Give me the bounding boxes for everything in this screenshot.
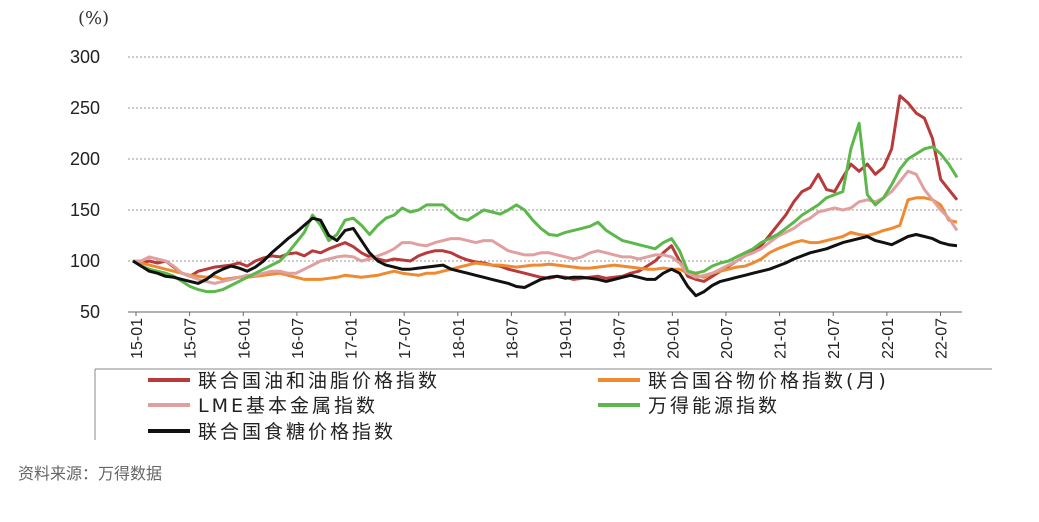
y-tick-label: 300: [70, 47, 100, 67]
line-chart: 50 100 150 200 250 300 15-01 15-07 16-01 16-07 17-…: [70, 47, 992, 443]
legend-label: 万得能源指数: [648, 395, 780, 417]
legend-label: 联合国油和油脂价格指数: [198, 370, 440, 392]
x-tick-label: 15-01: [129, 318, 146, 359]
x-tick-label: 22-07: [934, 318, 951, 359]
source-note: 资料来源：万得数据: [18, 464, 163, 483]
legend-label: 联合国谷物价格指数(月): [648, 370, 889, 392]
x-tick-label: 20-07: [719, 318, 736, 359]
series-line: [133, 169, 959, 285]
y-tick-label: 150: [70, 200, 100, 220]
y-axis-unit-label: (%): [78, 8, 110, 29]
x-tick-label: 16-07: [290, 318, 307, 359]
series-line: [132, 121, 959, 294]
x-tick-label: 18-01: [451, 318, 468, 359]
x-tick-label: 22-01: [880, 318, 897, 359]
x-tick-label: 17-07: [397, 318, 414, 359]
x-tick-label: 19-01: [558, 318, 575, 359]
y-tick-label: 50: [80, 302, 100, 322]
legend-label: LME基本金属指数: [198, 395, 378, 417]
x-tick-label: 20-01: [665, 318, 682, 359]
x-tick-label: 19-07: [612, 318, 629, 359]
y-tick-label: 250: [70, 98, 100, 118]
x-tick-label: 16-01: [236, 318, 253, 359]
x-tick-label: 18-07: [504, 318, 521, 359]
x-tick-label: 21-07: [826, 318, 843, 359]
series-line: [132, 216, 958, 298]
y-tick-label: 100: [70, 251, 100, 271]
x-tick-label: 17-01: [344, 318, 361, 359]
x-tick-label: 21-01: [773, 318, 790, 359]
x-tick-label: 15-07: [183, 318, 200, 359]
series-line: [132, 196, 958, 281]
y-tick-label: 200: [70, 149, 100, 169]
legend-label: 联合国食糖价格指数: [198, 421, 396, 443]
